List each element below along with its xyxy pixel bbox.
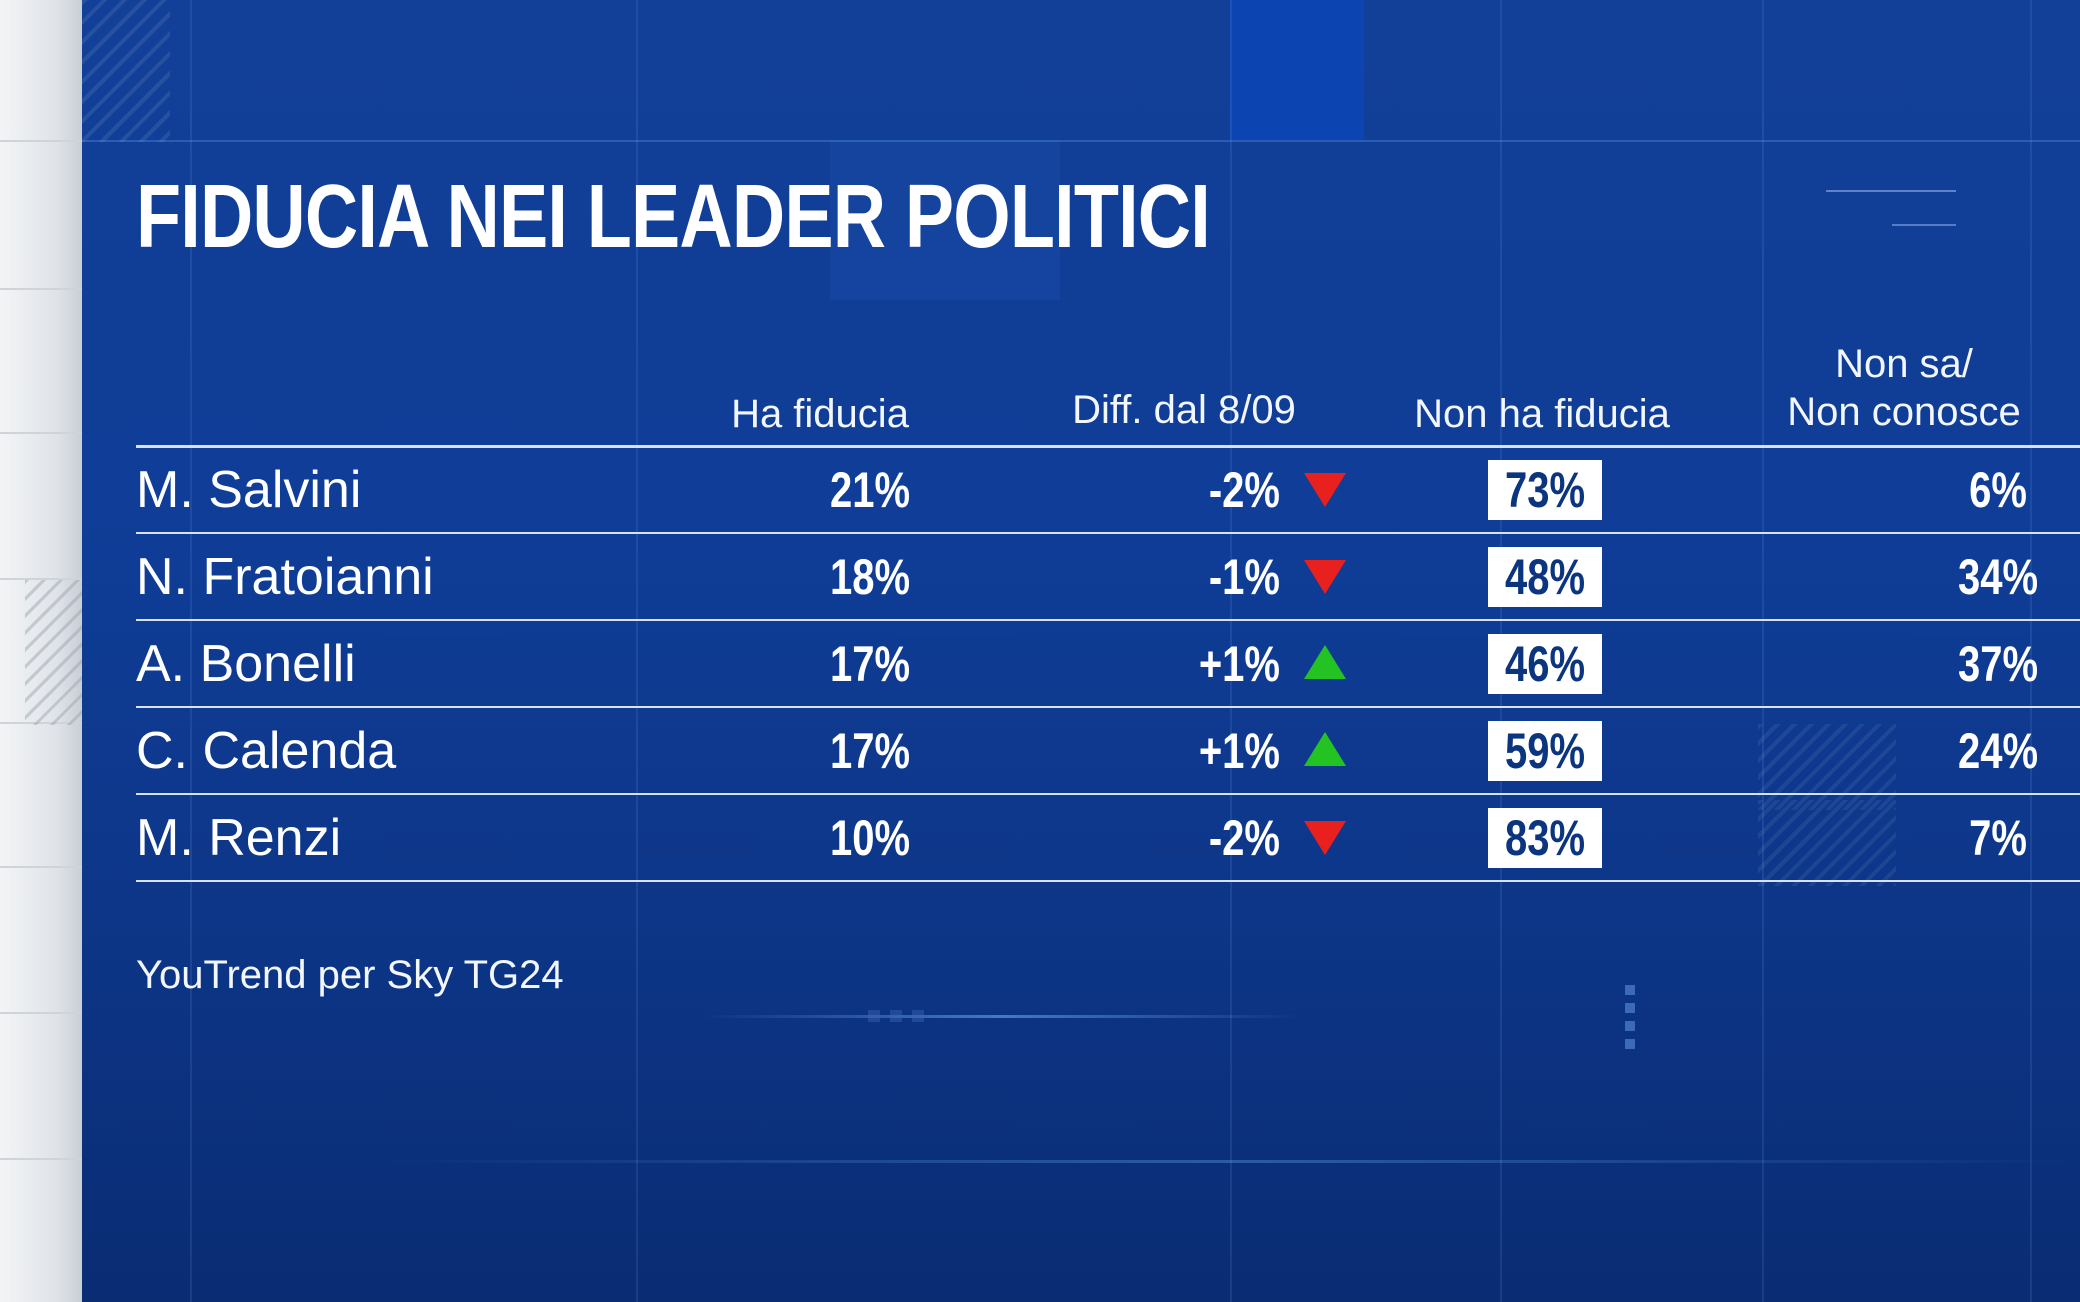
source-credit: YouTrend per Sky TG24	[136, 953, 564, 997]
table-divider	[136, 619, 2080, 621]
page-title: FIDUCIA NEI LEADER POLITICI	[136, 167, 1211, 267]
no-trust-value: 46%	[1504, 636, 1586, 692]
diff-value: -2%	[1208, 810, 1280, 866]
leader-name: A. Bonelli	[136, 635, 356, 693]
leader-name: M. Renzi	[136, 809, 342, 867]
column-header-dont-know-line2: Non conosce	[1787, 390, 2021, 434]
side-panel	[0, 0, 82, 1302]
trust-value: 17%	[829, 636, 911, 692]
table-row: C. Calenda 17% +1% 59% 24%	[136, 708, 2080, 794]
column-header-no-trust: Non ha fiducia	[1414, 392, 1670, 436]
dont-know-value: 6%	[1969, 462, 2027, 518]
down-arrow-icon	[1304, 560, 1346, 594]
diff-value: +1%	[1198, 723, 1280, 779]
trust-value: 10%	[829, 810, 911, 866]
graphic-panel: FIDUCIA NEI LEADER POLITICI Ha fiducia D…	[82, 0, 2080, 1302]
leader-name: N. Fratoianni	[136, 548, 434, 606]
dont-know-value: 34%	[1957, 549, 2039, 605]
no-trust-value: 83%	[1504, 810, 1586, 866]
leader-name: C. Calenda	[136, 722, 397, 780]
no-trust-value: 73%	[1504, 462, 1586, 518]
leader-name: M. Salvini	[136, 461, 362, 519]
no-trust-value: 59%	[1504, 723, 1586, 779]
no-trust-box: 83%	[1488, 808, 1602, 868]
table-divider	[136, 706, 2080, 708]
no-trust-value: 48%	[1504, 549, 1586, 605]
up-arrow-icon	[1304, 645, 1346, 679]
no-trust-box: 46%	[1488, 634, 1602, 694]
no-trust-box: 59%	[1488, 721, 1602, 781]
column-header-dont-know: Non sa/ Non conosce	[1754, 340, 2054, 436]
column-header-dont-know-line1: Non sa/	[1835, 342, 1973, 386]
dont-know-value: 24%	[1957, 723, 2039, 779]
diff-value: +1%	[1198, 636, 1280, 692]
diff-value: -1%	[1208, 549, 1280, 605]
dont-know-value: 7%	[1969, 810, 2027, 866]
column-header-diff: Diff. dal 8/09	[1072, 388, 1296, 432]
table-divider	[136, 793, 2080, 795]
table-row: M. Renzi 10% -2% 83% 7%	[136, 795, 2080, 881]
down-arrow-icon	[1304, 821, 1346, 855]
table-divider	[136, 880, 2080, 882]
table-row: A. Bonelli 17% +1% 46% 37%	[136, 621, 2080, 707]
up-arrow-icon	[1304, 732, 1346, 766]
table-row: N. Fratoianni 18% -1% 48% 34%	[136, 534, 2080, 620]
down-arrow-icon	[1304, 473, 1346, 507]
no-trust-box: 48%	[1488, 547, 1602, 607]
table-divider	[136, 445, 2080, 448]
column-header-trust: Ha fiducia	[731, 392, 909, 436]
no-trust-box: 73%	[1488, 460, 1602, 520]
dont-know-value: 37%	[1957, 636, 2039, 692]
trust-value: 17%	[829, 723, 911, 779]
trust-value: 21%	[829, 462, 911, 518]
table-row: M. Salvini 21% -2% 73% 6%	[136, 447, 2080, 533]
diff-value: -2%	[1208, 462, 1280, 518]
table-divider	[136, 532, 2080, 534]
trust-value: 18%	[829, 549, 911, 605]
